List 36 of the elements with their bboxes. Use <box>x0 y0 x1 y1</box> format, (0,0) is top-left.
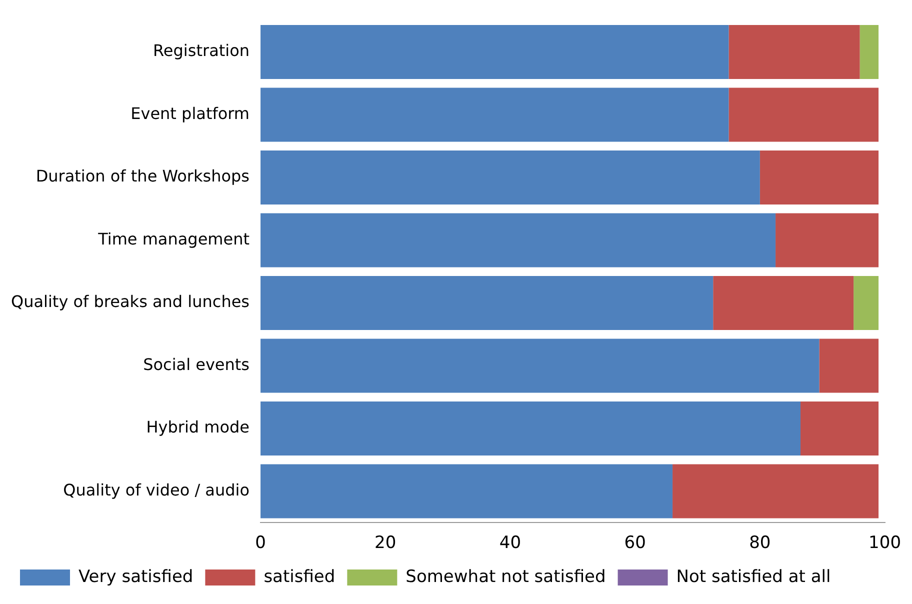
bar <box>800 401 879 456</box>
bar <box>260 24 729 79</box>
x-tick-label: 80 <box>749 533 771 554</box>
bar <box>260 401 800 456</box>
bar <box>760 150 879 204</box>
legend-label: Very satisfied <box>78 566 194 587</box>
bar <box>672 464 879 518</box>
y-tick-label: Social events <box>143 354 250 374</box>
bar <box>728 88 879 142</box>
bar <box>260 338 820 393</box>
y-tick-label: Quality of breaks and lunches <box>11 292 250 312</box>
bar <box>728 24 860 79</box>
y-tick-label: Duration of the Workshops <box>36 166 250 186</box>
y-tick-label: Event platform <box>130 104 250 123</box>
x-tick-label: 60 <box>624 533 646 554</box>
bar <box>860 24 879 79</box>
bar <box>260 150 760 204</box>
bar <box>260 276 714 330</box>
legend-label: satisfied <box>264 566 336 587</box>
bar <box>713 276 854 330</box>
y-tick-label: Registration <box>153 41 250 60</box>
bar <box>260 88 729 142</box>
bar <box>260 464 673 518</box>
x-tick-label: 0 <box>255 533 266 554</box>
y-tick-label: Quality of video / audio <box>63 480 250 500</box>
x-tick-label: 100 <box>868 533 902 554</box>
x-tick-label: 40 <box>499 533 522 554</box>
x-tick-label: 20 <box>374 533 396 554</box>
bar <box>776 213 879 268</box>
y-tick-label: Time management <box>97 229 250 248</box>
bar <box>260 213 776 268</box>
y-tick-label: Hybrid mode <box>146 418 250 437</box>
legend-label: Not satisfied at all <box>676 566 831 587</box>
bar <box>819 338 879 393</box>
legend-label: Somewhat not satisfied <box>406 566 606 587</box>
bar <box>854 276 879 330</box>
